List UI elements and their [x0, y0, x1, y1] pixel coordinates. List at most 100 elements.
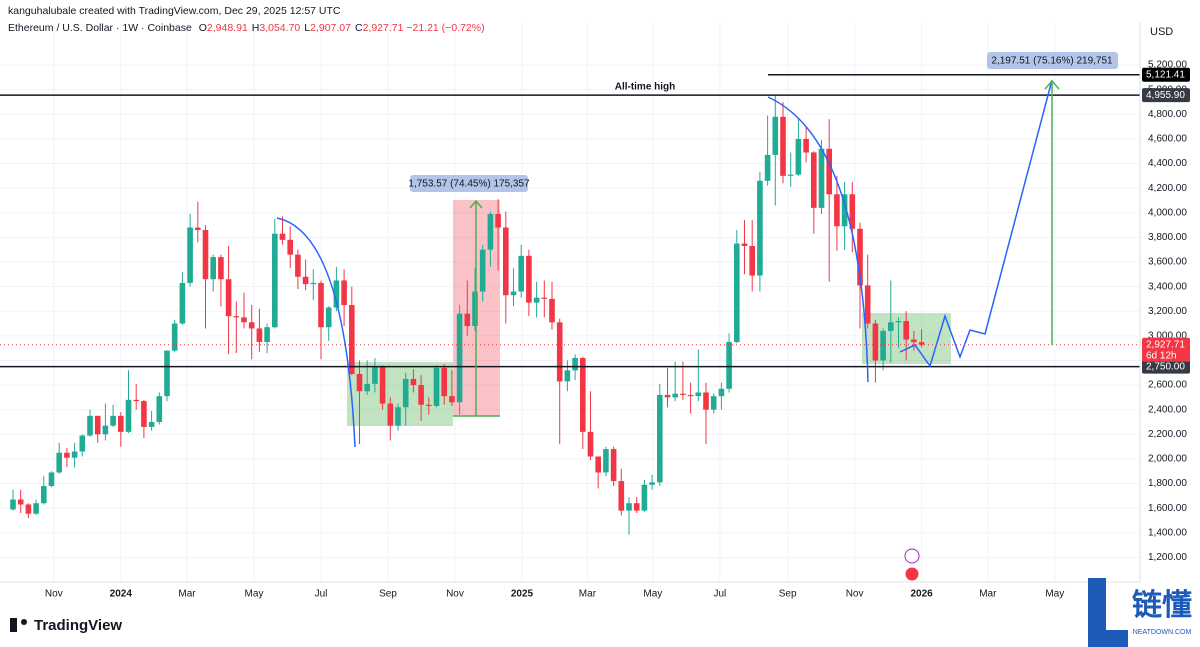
candle-body [248, 322, 255, 329]
change: −21.21 (−0.72%) [406, 22, 485, 34]
candle-body [580, 358, 586, 432]
candle-body [33, 503, 39, 514]
y-tick-label: 4,400.00 [1148, 158, 1187, 169]
candle-body [87, 415, 93, 436]
candle-body [187, 227, 193, 283]
candle-body [818, 148, 825, 208]
candle-body [918, 342, 925, 345]
candle-body [410, 378, 417, 386]
candle-body [71, 451, 78, 458]
candle-body [556, 322, 563, 382]
candle-body [310, 282, 317, 285]
candle-body [225, 279, 232, 317]
candle-body [518, 255, 524, 292]
candle-body [341, 280, 347, 306]
candle-body [48, 472, 55, 486]
candle-body [864, 285, 871, 324]
candle-body [25, 504, 32, 514]
logo-text: TradingView [34, 617, 122, 634]
candle-body [895, 321, 902, 323]
candle-body [441, 367, 447, 397]
candle-body [718, 388, 725, 397]
candle-body [64, 452, 70, 458]
candle-body [479, 249, 486, 292]
candle-body [541, 297, 548, 299]
candle-body [664, 394, 671, 398]
candle-body [148, 422, 155, 427]
candle-body [633, 503, 640, 511]
candle-body [449, 396, 455, 403]
candle-body [387, 403, 394, 426]
candle-body [610, 449, 617, 482]
x-tick-label: Mar [178, 589, 196, 600]
candle-body [757, 180, 763, 276]
projection [899, 79, 1053, 368]
y-tick-label: 3,600.00 [1148, 257, 1187, 268]
y-tick-label: 5,200.00 [1148, 60, 1187, 71]
countdown: 6d 12h [1146, 350, 1177, 361]
candle-body [56, 452, 62, 473]
x-tick-label: Mar [579, 589, 597, 600]
y-tick-label: 2,200.00 [1148, 429, 1187, 440]
y-tick-label: 1,600.00 [1148, 503, 1187, 514]
candle-body [741, 243, 748, 246]
candle-body [264, 327, 270, 342]
candle-body [133, 399, 139, 402]
candle-body [395, 407, 401, 426]
candle-body [325, 307, 332, 328]
candle-body [125, 399, 132, 432]
candle-body [426, 404, 432, 406]
watermark-logo [1088, 578, 1128, 647]
logo-mark [21, 619, 27, 625]
ohlc-key: L [304, 22, 311, 34]
candle-body [911, 339, 917, 343]
y-tick-label: 1,200.00 [1148, 552, 1187, 563]
currency: USD [1150, 26, 1173, 38]
curve [767, 96, 869, 383]
candle-body [888, 322, 894, 331]
candle-body [680, 393, 686, 395]
candle-body [872, 323, 879, 361]
candle-body [241, 317, 247, 323]
x-tick-label: Nov [446, 589, 464, 600]
y-tick-label: 3,200.00 [1148, 306, 1187, 317]
ohlc-value: 3,054.70 [259, 22, 301, 34]
candle-body [526, 255, 532, 303]
ohlc-key: H [251, 22, 260, 34]
candle-body [164, 350, 170, 397]
measure-label: 2,197.51 (75.16%) 219,751 [991, 56, 1113, 67]
candle-body [364, 383, 370, 392]
candle-body [649, 482, 655, 485]
candle-body [279, 233, 286, 240]
candle-body [272, 233, 278, 328]
candle-body [10, 499, 16, 510]
candle-body [572, 358, 578, 371]
symbol-line: Ethereum / U.S. Dollar · 1W · Coinbase O… [8, 22, 485, 34]
candle-body [749, 246, 755, 276]
measure-label-box [987, 52, 1118, 69]
candle-body [510, 291, 517, 296]
price-tag [1142, 337, 1190, 362]
candle-body [641, 484, 648, 511]
candle-body [379, 366, 386, 404]
axes: 1,200.00 1,400.00 1,600.00 1,800.00 2,000.00… [45, 60, 1190, 600]
watermark: 链懂 [1132, 588, 1192, 622]
x-tick-label: Jul [713, 589, 726, 600]
y-tick-label: 4,200.00 [1148, 183, 1187, 194]
candle-body [318, 282, 324, 328]
candle-body [726, 342, 732, 389]
ohlc: O2,948.91 H3,054.70 L2,907.07 C2,927.71 [195, 22, 404, 34]
x-tick-label: Jul [315, 589, 328, 600]
candle-body [703, 392, 709, 410]
ohlc-value: 2,907.07 [310, 22, 351, 34]
candle-body [210, 257, 216, 280]
arrow-head [469, 199, 483, 209]
candle-body [710, 396, 717, 410]
y-tick-label: 1,400.00 [1148, 527, 1187, 538]
candle-body [79, 435, 86, 452]
x-tick-label: 2025 [511, 589, 534, 600]
candle-body [233, 316, 240, 318]
x-tick-label: Nov [45, 589, 63, 600]
candle-body [826, 148, 832, 195]
